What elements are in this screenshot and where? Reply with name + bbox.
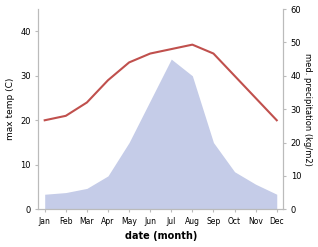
Y-axis label: med. precipitation (kg/m2): med. precipitation (kg/m2): [303, 53, 313, 165]
Y-axis label: max temp (C): max temp (C): [5, 78, 15, 140]
X-axis label: date (month): date (month): [125, 231, 197, 242]
